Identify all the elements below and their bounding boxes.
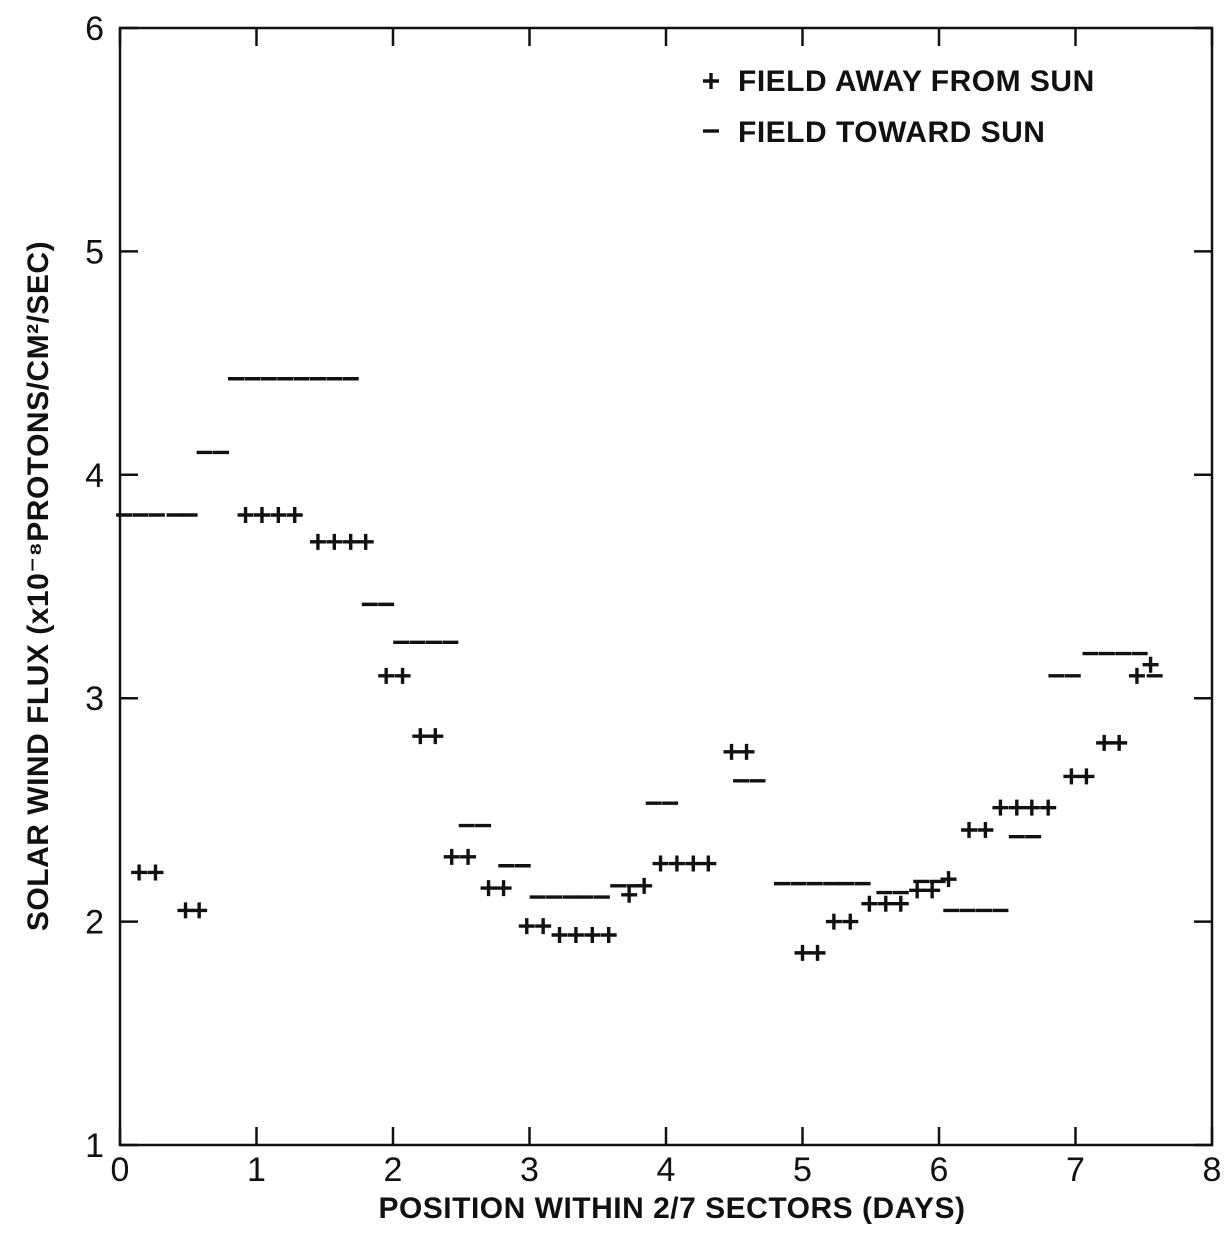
x-tick-label: 5 [793, 1151, 812, 1189]
plus-point [600, 927, 617, 944]
y-axis-title: SOLAR WIND FLUX (x10⁻⁸PROTONS/CM²/SEC) [22, 241, 55, 931]
legend-plus-symbol [703, 73, 719, 89]
x-tick-label: 3 [520, 1151, 539, 1189]
plus-point [940, 871, 957, 888]
legend-item-toward: FIELD TOWARD SUN [703, 116, 1045, 149]
plus-point [551, 927, 568, 944]
plus-point [253, 507, 270, 524]
series-toward [116, 377, 1163, 913]
plus-point [1111, 734, 1128, 751]
plus-point [412, 728, 429, 745]
plus-point [668, 855, 685, 872]
plus-point [1096, 734, 1113, 751]
plus-point [480, 880, 497, 897]
plus-point [621, 886, 638, 903]
x-tick-label: 0 [111, 1151, 130, 1189]
x-tick-label: 6 [930, 1151, 949, 1189]
plus-point [877, 895, 894, 912]
x-tick-label: 4 [657, 1151, 676, 1189]
plus-point [1128, 667, 1145, 684]
legend-label-away: FIELD AWAY FROM SUN [738, 65, 1095, 98]
x-tick-label: 8 [1203, 1151, 1222, 1189]
plus-point [460, 848, 477, 865]
plus-point [1023, 799, 1040, 816]
plus-point [443, 848, 460, 865]
plus-point [535, 918, 552, 935]
y-tick-label: 2 [85, 904, 104, 942]
plus-point [909, 882, 926, 899]
plus-point [1008, 799, 1025, 816]
plus-point [342, 533, 359, 550]
plus-point [378, 667, 395, 684]
data-marks [116, 377, 1163, 961]
plus-point [495, 880, 512, 897]
plus-point [794, 944, 811, 961]
plus-point [518, 918, 535, 935]
plus-point [147, 864, 164, 881]
plus-point [1040, 799, 1057, 816]
plus-point [357, 533, 374, 550]
plus-point [809, 944, 826, 961]
plus-point [861, 895, 878, 912]
plus-point [427, 728, 444, 745]
plus-point [738, 743, 755, 760]
plus-point [270, 507, 287, 524]
y-tick-label: 3 [85, 680, 104, 718]
series-away [131, 507, 1159, 961]
plus-point [685, 855, 702, 872]
plus-point [1063, 768, 1080, 785]
plus-point [191, 902, 208, 919]
plus-point [237, 507, 254, 524]
y-tick-label: 5 [85, 233, 104, 271]
plus-point [892, 895, 909, 912]
axis-ticks [118, 26, 1214, 1147]
plus-point [286, 507, 303, 524]
plus-point [825, 913, 842, 930]
plus-point [992, 799, 1009, 816]
plus-point [700, 855, 717, 872]
legend: FIELD AWAY FROM SUN FIELD TOWARD SUN [703, 65, 1095, 149]
legend-label-toward: FIELD TOWARD SUN [738, 116, 1045, 149]
plus-point [961, 822, 978, 839]
plus-point [842, 913, 859, 930]
plus-point [394, 667, 411, 684]
plus-point [1142, 656, 1159, 673]
x-tick-label: 7 [1066, 1151, 1085, 1189]
plot-frame [118, 26, 1214, 1147]
y-tick-label: 6 [85, 10, 104, 48]
plus-point [1078, 768, 1095, 785]
plus-point [977, 822, 994, 839]
plus-point [177, 902, 194, 919]
y-tick-label: 4 [85, 457, 104, 495]
legend-item-away: FIELD AWAY FROM SUN [703, 65, 1095, 98]
plus-point [584, 927, 601, 944]
plus-point [131, 864, 148, 881]
y-tick-label: 1 [85, 1127, 104, 1165]
x-axis-title: POSITION WITHIN 2/7 SECTORS (DAYS) [378, 1192, 965, 1225]
x-tick-label: 2 [384, 1151, 403, 1189]
plus-point [723, 743, 740, 760]
plus-point [567, 927, 584, 944]
plus-point [924, 882, 941, 899]
plus-point [326, 533, 343, 550]
x-tick-label: 1 [247, 1151, 266, 1189]
plus-point [652, 855, 669, 872]
plus-point [309, 533, 326, 550]
